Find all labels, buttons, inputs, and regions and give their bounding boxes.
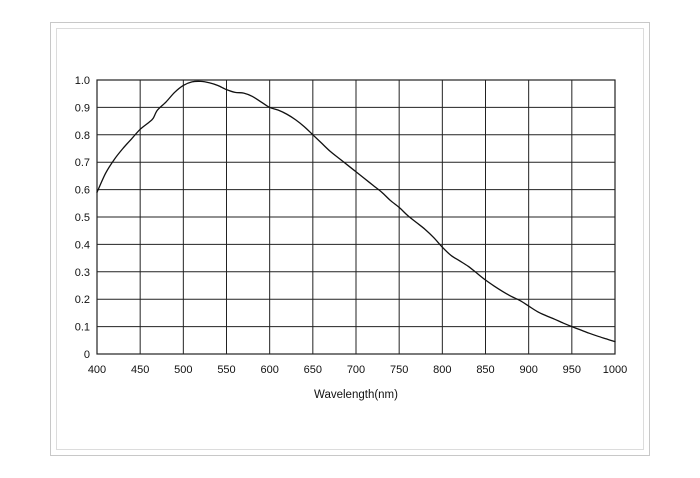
series-line-0 <box>96 80 616 343</box>
x-tick-label: 700 <box>347 364 365 376</box>
x-tick-label: 1000 <box>603 364 627 376</box>
x-tick-label: 400 <box>88 364 106 376</box>
x-tick-labels: 400 450 500 550 600 650 700 750 800 850 900 950 1000 <box>88 364 627 376</box>
y-tick-label: 0.5 <box>75 212 90 224</box>
x-tick-label: 800 <box>433 364 451 376</box>
y-tick-label: 0.6 <box>75 185 90 197</box>
x-tick-label: 550 <box>217 364 235 376</box>
plot-border <box>96 79 616 355</box>
y-tick-label: 0.2 <box>75 294 90 306</box>
x-tick-label: 850 <box>476 364 494 376</box>
y-tick-label: 0.8 <box>75 130 90 142</box>
x-tick-label: 500 <box>174 364 192 376</box>
y-tick-label: 0 <box>84 349 90 361</box>
grid <box>96 79 616 355</box>
y-tick-label: 0.7 <box>75 157 90 169</box>
x-tick-label: 900 <box>519 364 537 376</box>
x-axis-title: Wavelength(nm) <box>314 389 398 401</box>
y-tick-label: 0.9 <box>75 102 90 114</box>
chart-frame <box>50 22 650 456</box>
x-tick-label: 750 <box>390 364 408 376</box>
y-tick-label: 1.0 <box>75 75 90 87</box>
x-tick-label: 600 <box>260 364 278 376</box>
y-tick-label: 0.1 <box>75 322 90 334</box>
x-tick-label: 650 <box>304 364 322 376</box>
y-tick-labels: 0 0.1 0.2 0.3 0.4 0.5 0.6 0.7 0.8 0.9 1.0 <box>75 75 90 361</box>
chart-frame-inner <box>56 28 644 450</box>
x-tick-label: 950 <box>563 364 581 376</box>
series-layer <box>96 80 616 343</box>
y-tick-label: 0.3 <box>75 267 90 279</box>
y-tick-label: 0.4 <box>75 239 90 251</box>
x-tick-label: 450 <box>131 364 149 376</box>
